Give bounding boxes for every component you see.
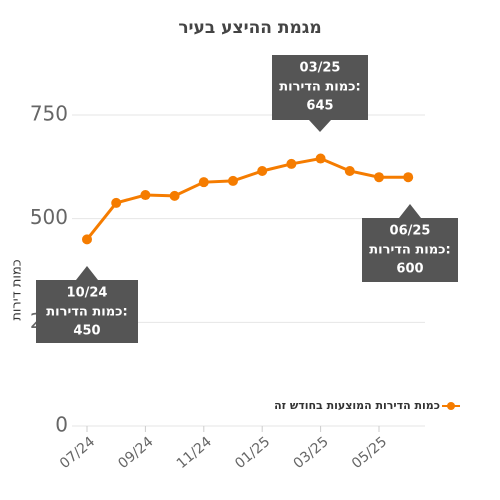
x-tick-label: 05/25 [349,434,390,472]
tooltip: 03/25 כמות הדירות: 645 [272,55,368,132]
point [257,165,268,176]
line [85,156,409,241]
tooltip-value: 600 [396,262,423,277]
point [198,177,209,188]
x-tick-label: 07/24 [57,434,98,472]
point [315,153,326,164]
legend-label: כמות הדירות המוצעות בחודש זה [274,399,440,412]
legend-marker [447,402,455,410]
tooltip-arrow [399,204,421,218]
tooltip-label: כמות הדירות: [279,80,360,95]
x-tick-label: 09/24 [115,434,156,472]
tooltip-value: 450 [73,324,100,339]
tooltip: 06/25 כמות הדירות: 600 [362,204,458,282]
tooltip-box [36,280,138,343]
tooltip-box [272,55,368,120]
x-tick-label: 11/24 [174,434,215,472]
tooltip-arrow [309,120,331,132]
point [140,190,151,201]
tooltip-date: 03/25 [300,61,341,76]
y-tick-label: 0 [55,413,68,437]
point [82,234,92,245]
point [228,175,238,186]
point [344,165,355,176]
y-tick-label: 500 [30,205,68,229]
tooltip-arrow [76,266,98,280]
x-tick-label: 01/25 [232,434,273,472]
tooltip-date: 10/24 [67,286,108,301]
chart-title: מגמת ההיצע בעיר [178,18,321,38]
y-tick-label: 750 [30,102,68,126]
point [403,172,414,183]
y-axis-label: כמות דירות [10,259,25,320]
tooltip-label: כמות הדירות: [369,243,450,258]
tooltip-date: 06/25 [390,224,431,239]
tooltip: 10/24 כמות הדירות: 450 [36,266,138,343]
x-tick-label: 03/25 [291,434,332,472]
tooltip-value: 645 [306,99,333,114]
tooltip-label: כמות הדירות: [46,305,127,320]
point [111,197,122,208]
point [169,190,180,201]
point [374,172,384,183]
tooltip-box [362,218,458,282]
point [286,158,297,169]
